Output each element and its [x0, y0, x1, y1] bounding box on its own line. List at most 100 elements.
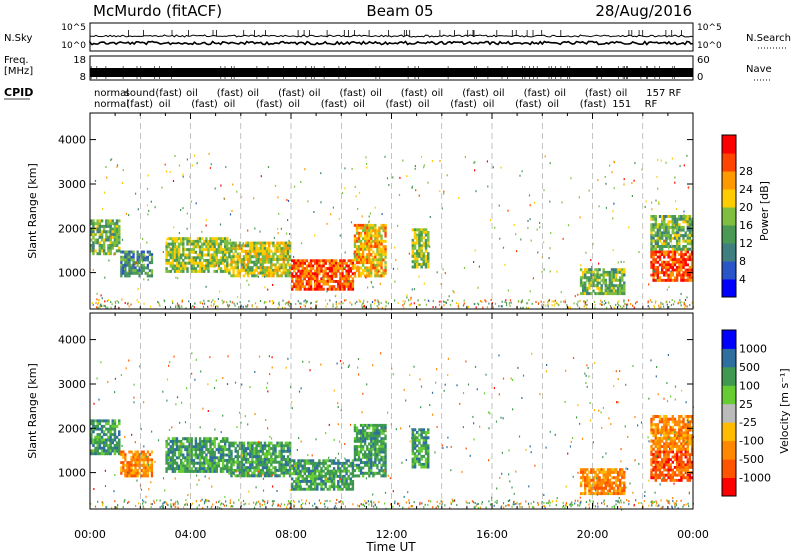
near-range-cell — [432, 306, 434, 308]
sparse-cell — [652, 269, 654, 272]
heat-cell — [366, 455, 369, 459]
heat-cell — [217, 261, 221, 265]
heat-cell — [115, 227, 119, 231]
heat-cell — [320, 467, 323, 470]
sparse-cell — [599, 302, 601, 305]
heat-cell — [380, 250, 383, 254]
near-range-cell — [378, 303, 380, 306]
heat-cell — [107, 446, 110, 450]
heat-cell — [690, 278, 694, 282]
heat-cell — [623, 289, 626, 293]
heat-cell — [291, 467, 294, 470]
heat-cell — [249, 449, 252, 453]
heat-cell — [588, 284, 591, 288]
near-range-cell — [456, 302, 458, 305]
heat-cell — [380, 447, 383, 451]
heat-cell — [124, 261, 127, 265]
heat-cell — [686, 263, 689, 267]
heat-cell — [362, 447, 365, 451]
heat-cell — [255, 266, 258, 270]
heat-cell — [364, 229, 367, 233]
heat-cell — [234, 255, 237, 259]
heat-cell — [656, 468, 660, 472]
heat-cell — [374, 450, 377, 454]
heat-cell — [203, 437, 206, 441]
heat-cell — [424, 431, 428, 434]
heat-cell — [253, 244, 256, 248]
heat-cell — [303, 469, 306, 473]
heat-cell — [132, 463, 135, 467]
heat-cell — [244, 241, 248, 245]
heat-cell — [341, 272, 344, 276]
heat-cell — [656, 228, 660, 232]
heat-cell — [330, 485, 334, 489]
near-range-cell — [518, 300, 520, 303]
heat-cell — [370, 239, 373, 243]
near-range-cell — [97, 306, 99, 309]
heat-cell — [675, 278, 679, 282]
heat-cell — [688, 255, 692, 259]
sparse-cell — [128, 272, 130, 275]
heat-cell — [370, 245, 373, 249]
near-range-cell — [683, 301, 685, 304]
heat-cell — [188, 256, 191, 260]
near-range-cell — [543, 301, 545, 304]
cpid-row1-item: oil — [616, 88, 628, 99]
heat-cell — [138, 266, 141, 270]
heat-cell — [175, 445, 179, 449]
heat-cell — [124, 269, 127, 273]
sparse-cell — [411, 185, 413, 188]
heat-cell — [226, 269, 229, 273]
heat-cell — [343, 461, 346, 465]
near-range-cell — [200, 302, 202, 304]
near-range-cell — [256, 305, 258, 308]
sparse-cell — [633, 179, 635, 182]
heat-cell — [604, 492, 607, 496]
heat-cell — [680, 273, 683, 277]
heat-cell — [251, 266, 254, 270]
heat-cell — [370, 269, 373, 273]
heat-cell — [118, 444, 121, 447]
sparse-cell — [127, 270, 129, 273]
heat-cell — [650, 445, 653, 448]
heat-cell — [378, 261, 381, 265]
sparse-cell — [492, 166, 494, 169]
heat-cell — [682, 220, 685, 224]
sparse-cell — [350, 221, 353, 224]
near-range-cell — [247, 304, 249, 307]
heat-cell — [370, 439, 373, 443]
heat-cell — [109, 438, 112, 442]
heat-cell — [130, 455, 133, 459]
heat-cell — [579, 481, 583, 485]
heat-cell — [295, 282, 298, 286]
heat-cell — [362, 250, 365, 254]
near-range-cell — [649, 299, 651, 302]
heat-cell — [374, 239, 377, 243]
heat-cell — [665, 463, 668, 467]
heat-cell — [247, 268, 250, 272]
heat-cell — [132, 253, 135, 257]
sparse-cell — [116, 164, 119, 167]
heat-cell — [251, 449, 254, 453]
sparse-cell — [651, 208, 653, 211]
near-range-cell — [684, 299, 687, 301]
heat-cell — [332, 287, 336, 291]
heat-cell — [376, 250, 379, 254]
heat-cell — [357, 274, 361, 278]
heat-cell — [165, 467, 168, 471]
near-range-cell — [95, 302, 97, 304]
heat-cell — [658, 278, 662, 282]
near-range-cell — [304, 299, 306, 302]
heat-cell — [284, 249, 288, 253]
sparse-cell — [443, 190, 445, 193]
heat-cell — [320, 269, 323, 273]
sparse-cell — [623, 178, 625, 181]
heat-cell — [322, 287, 325, 291]
heat-cell — [592, 481, 595, 485]
sparse-cell — [651, 233, 653, 236]
heat-cell — [309, 469, 313, 473]
heat-cell — [238, 241, 242, 245]
heat-cell — [138, 269, 141, 273]
near-range-cell — [264, 301, 266, 304]
heat-cell — [217, 442, 221, 446]
